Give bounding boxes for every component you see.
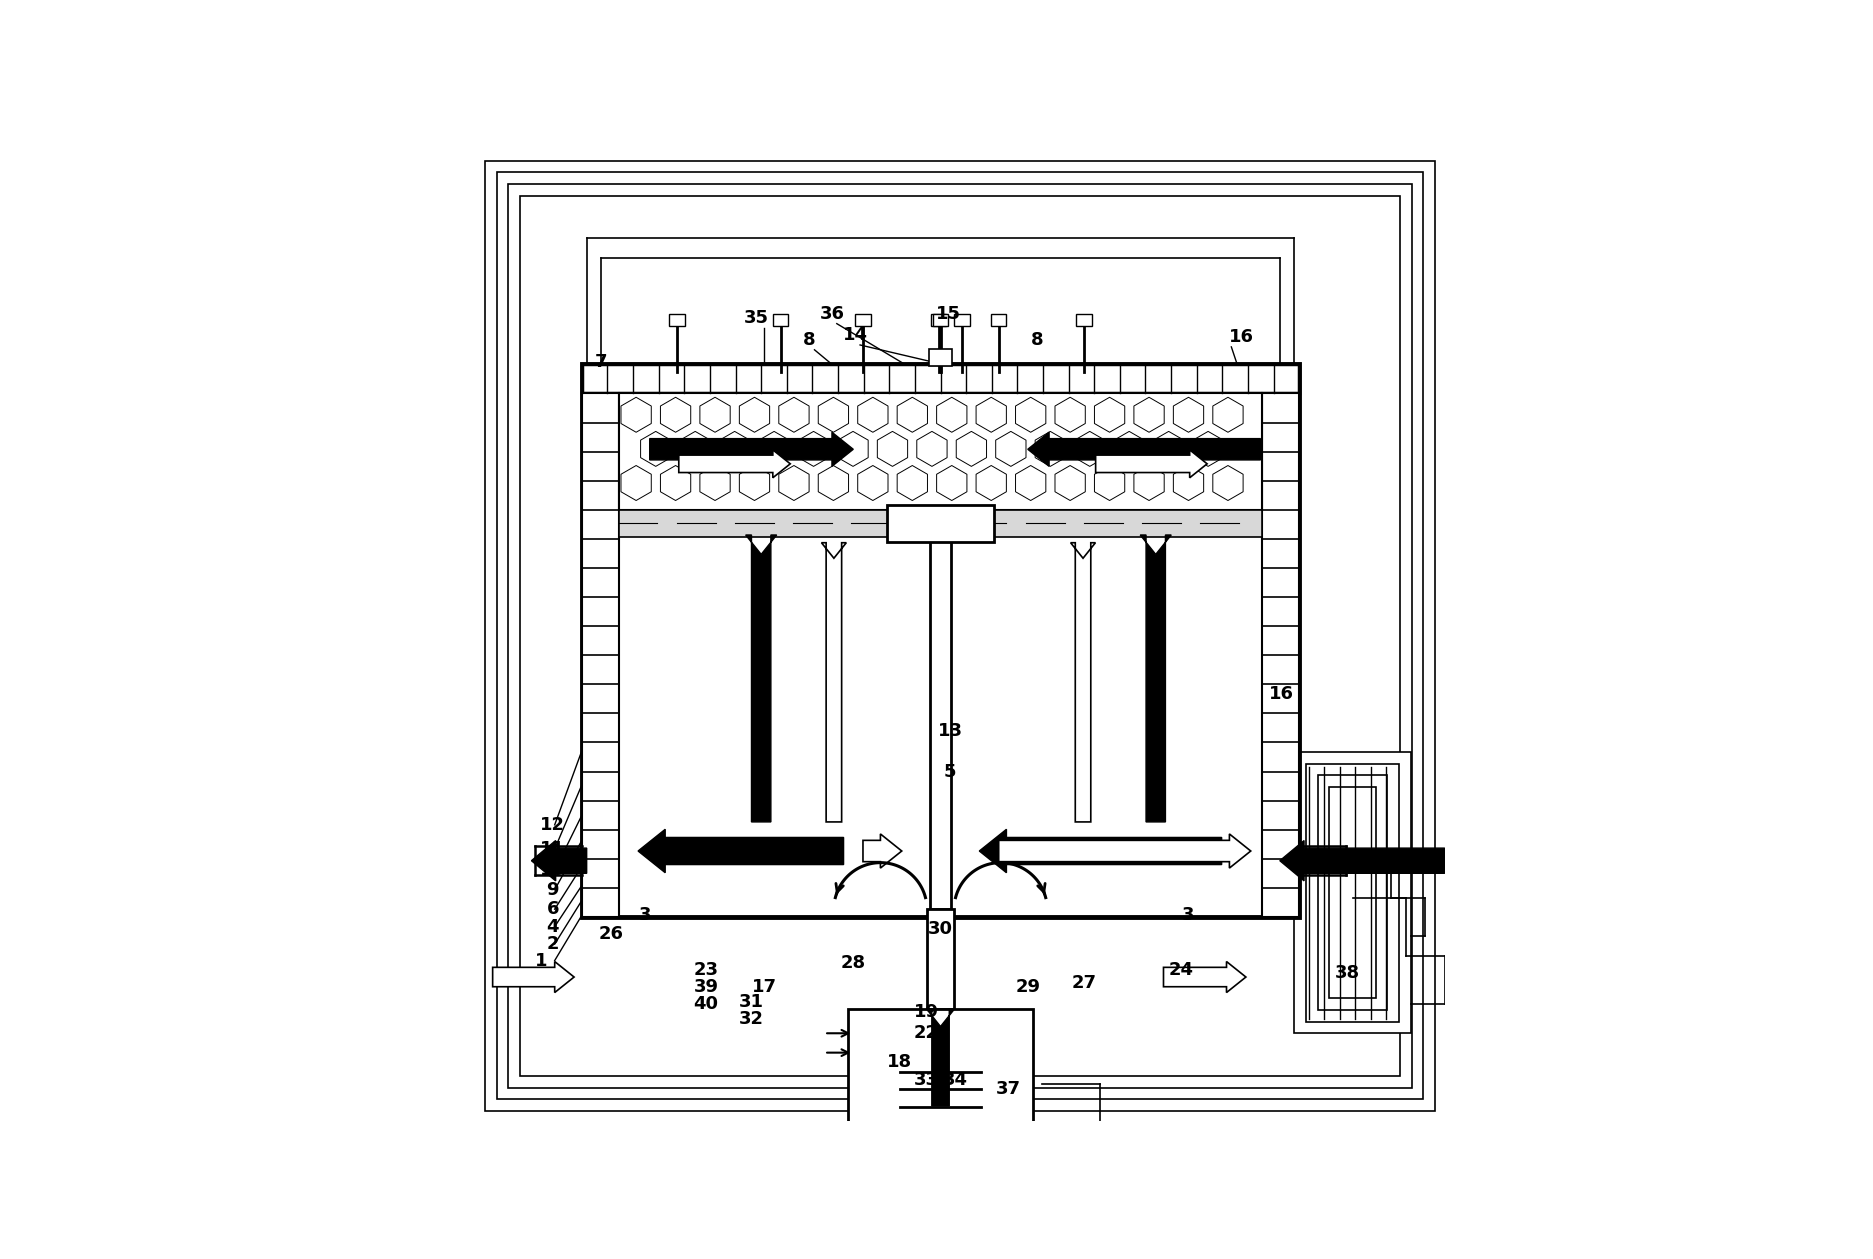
Text: 28: 28	[841, 954, 865, 972]
Text: 12: 12	[539, 816, 566, 833]
Text: 8: 8	[804, 331, 817, 349]
Bar	[931, 313, 946, 326]
Text: 17: 17	[751, 978, 777, 996]
Text: 13: 13	[938, 721, 963, 740]
Bar	[856, 313, 871, 326]
Polygon shape	[1279, 841, 1444, 881]
Text: 8: 8	[1032, 331, 1043, 349]
Text: 16: 16	[1229, 329, 1253, 346]
Text: 40: 40	[693, 995, 719, 1013]
Bar	[618, 510, 1262, 536]
Bar	[991, 313, 1006, 326]
Polygon shape	[863, 833, 901, 867]
Polygon shape	[927, 1008, 955, 1105]
Text: 37: 37	[996, 1080, 1021, 1099]
Bar	[899, 1152, 918, 1171]
Bar	[1317, 776, 1388, 1010]
Polygon shape	[1163, 962, 1246, 992]
Text: 9: 9	[547, 881, 558, 899]
Bar	[1262, 393, 1300, 917]
Polygon shape	[532, 841, 586, 881]
Text: 3: 3	[639, 906, 652, 924]
Bar	[927, 909, 953, 1008]
Polygon shape	[678, 449, 790, 477]
Bar	[929, 536, 951, 909]
Bar	[669, 313, 686, 326]
Bar	[848, 1008, 1032, 1160]
Polygon shape	[822, 543, 847, 822]
Bar	[1330, 787, 1377, 998]
Text: 16: 16	[1270, 685, 1294, 703]
Polygon shape	[980, 830, 1221, 872]
Bar	[888, 505, 995, 541]
Bar	[583, 364, 1300, 393]
Text: 15: 15	[936, 305, 961, 324]
Bar	[583, 364, 1300, 917]
Text: 23: 23	[693, 962, 719, 980]
Polygon shape	[493, 962, 575, 992]
Bar	[774, 313, 789, 326]
Text: 38: 38	[1335, 964, 1360, 982]
Text: 19: 19	[914, 1003, 938, 1021]
Text: 6: 6	[547, 900, 558, 918]
Text: 32: 32	[740, 1010, 764, 1027]
Bar	[583, 393, 618, 917]
Text: 1: 1	[536, 952, 547, 969]
Text: 36: 36	[820, 305, 845, 324]
Text: 39: 39	[693, 978, 719, 996]
Text: 34: 34	[942, 1071, 968, 1089]
Polygon shape	[1141, 535, 1171, 822]
Text: 31: 31	[740, 993, 764, 1011]
Text: 27: 27	[1071, 974, 1096, 992]
Text: 35: 35	[744, 308, 768, 327]
Polygon shape	[745, 535, 777, 822]
Polygon shape	[998, 833, 1251, 867]
Polygon shape	[1096, 449, 1206, 477]
Text: 30: 30	[927, 919, 953, 938]
Text: 18: 18	[888, 1054, 912, 1071]
Text: 5: 5	[944, 763, 957, 781]
Bar	[1077, 313, 1092, 326]
Text: 10: 10	[539, 861, 566, 879]
Text: 7: 7	[596, 354, 607, 371]
Text: 33: 33	[914, 1071, 938, 1089]
Text: 22: 22	[914, 1025, 938, 1042]
Bar	[953, 313, 970, 326]
Polygon shape	[650, 432, 854, 466]
Text: 26: 26	[597, 925, 624, 943]
Text: 3: 3	[1182, 906, 1193, 924]
Text: 2: 2	[547, 935, 558, 953]
Polygon shape	[1071, 543, 1096, 822]
Text: 4: 4	[547, 918, 558, 935]
Bar	[1294, 752, 1410, 1034]
Text: 11: 11	[539, 840, 566, 859]
Bar	[929, 349, 951, 366]
Bar	[959, 1152, 981, 1171]
Text: 24: 24	[1169, 962, 1193, 980]
Bar	[618, 393, 1262, 510]
Bar	[933, 313, 948, 326]
Polygon shape	[1028, 432, 1261, 466]
Text: 29: 29	[1015, 978, 1040, 996]
Bar	[1305, 764, 1399, 1021]
Text: 14: 14	[843, 326, 867, 344]
Polygon shape	[639, 830, 843, 872]
